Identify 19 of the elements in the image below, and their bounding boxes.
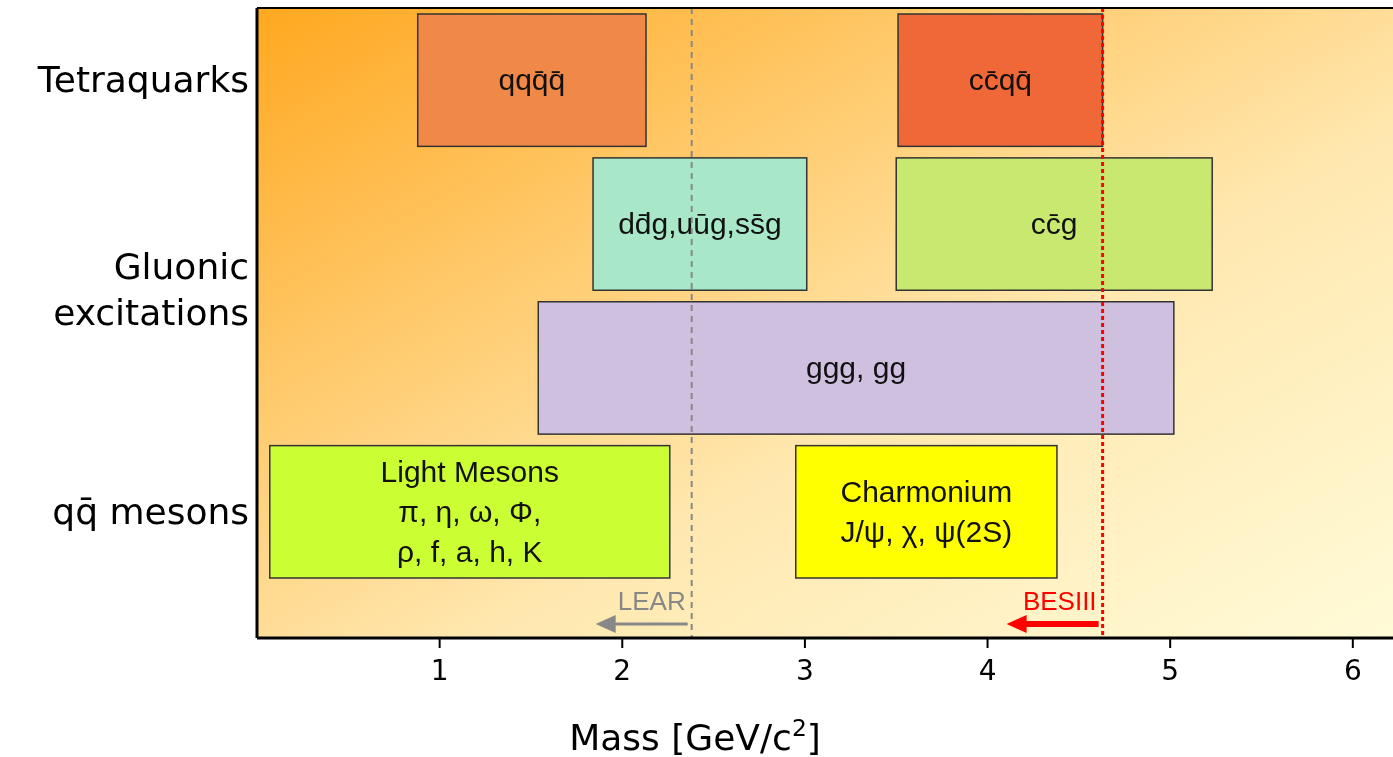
x-tick-label: 2 <box>613 654 632 687</box>
ref-line-label: LEAR <box>617 586 686 616</box>
data-label: cc̄g <box>1030 207 1078 241</box>
y-tick-label: qq̄ mesons <box>52 490 249 532</box>
x-tick-label: 4 <box>978 654 997 687</box>
data-label: dd̄g,uūg,ss̄g <box>618 207 782 241</box>
x-tick-label: 6 <box>1343 654 1362 687</box>
data-label: qqq̄q̄ <box>498 63 566 97</box>
y-tick-label: Tetraquarks <box>36 59 249 101</box>
y-tick-label: Gluonic excitations <box>53 246 249 334</box>
data-label: Charmonium J/ψ, χ, ψ(2S) <box>840 474 1013 548</box>
x-axis-title: Mass [GeV/c$^{2}$] <box>569 714 821 757</box>
data-label: Light Mesons π, η, ω, Φ, ρ, f, a, h, K <box>380 454 559 568</box>
x-tick-label: 3 <box>796 654 814 687</box>
x-tick-label: 5 <box>1161 654 1180 687</box>
ref-line-label: BESIII <box>1022 586 1097 616</box>
data-label: cc̄qq̄ <box>968 63 1033 97</box>
x-tick-label: 1 <box>430 654 449 687</box>
data-label: ggg, gg <box>806 350 907 384</box>
